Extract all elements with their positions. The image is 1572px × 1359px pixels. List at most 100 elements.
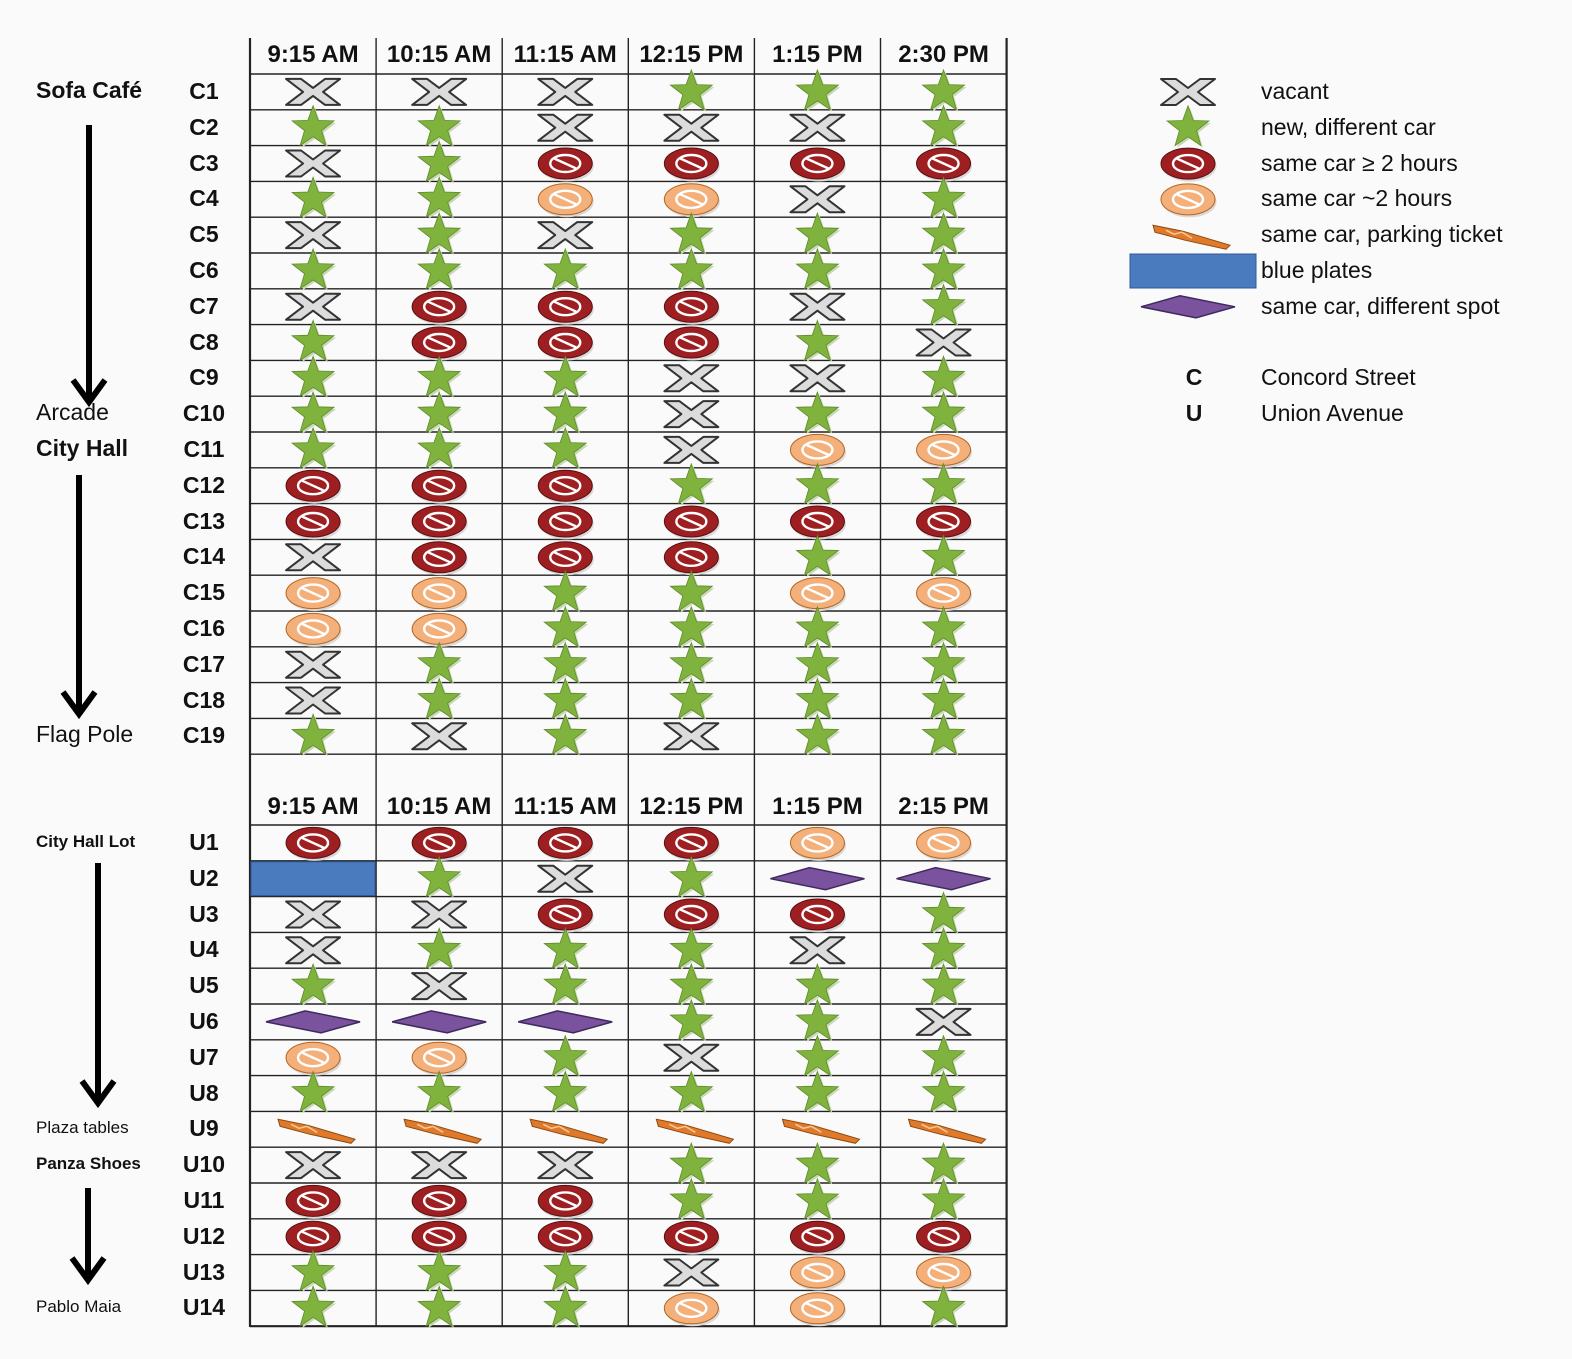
direction-arrow bbox=[79, 863, 117, 1109]
legend-vacant-mark bbox=[1160, 78, 1216, 106]
orange-mark bbox=[916, 433, 973, 468]
star-mark bbox=[921, 891, 967, 935]
row-label: U6 bbox=[189, 1007, 219, 1034]
red-mark bbox=[537, 469, 594, 504]
row-label: U5 bbox=[189, 972, 219, 999]
location-label: Plaza tables bbox=[36, 1118, 129, 1138]
star-mark bbox=[795, 713, 841, 757]
orange-mark bbox=[411, 577, 468, 612]
legend-key-label: Concord Street bbox=[1261, 364, 1416, 390]
diamond-mark bbox=[391, 1010, 487, 1034]
column-header: 11:15 AM bbox=[513, 793, 617, 820]
legend-blue-swatch bbox=[1129, 253, 1257, 289]
star-mark bbox=[417, 1285, 463, 1329]
legend-orange-mark bbox=[1160, 183, 1217, 218]
star-mark bbox=[921, 677, 967, 721]
star-mark bbox=[795, 1177, 841, 1221]
row-label: U4 bbox=[189, 936, 219, 963]
red-mark bbox=[663, 147, 720, 182]
row-label: C1 bbox=[189, 77, 219, 104]
star-mark bbox=[795, 962, 841, 1006]
star-mark bbox=[921, 1285, 967, 1329]
star-mark bbox=[921, 104, 967, 148]
star-mark bbox=[921, 390, 967, 434]
star-mark bbox=[795, 462, 841, 506]
red-mark bbox=[916, 1220, 973, 1255]
row-label: C13 bbox=[182, 507, 226, 534]
ticket-mark bbox=[781, 1118, 861, 1144]
red-mark bbox=[285, 469, 342, 504]
red-mark bbox=[411, 1184, 468, 1219]
vacant-mark bbox=[285, 650, 342, 679]
star-mark bbox=[795, 68, 841, 112]
star-mark bbox=[921, 605, 967, 649]
star-mark bbox=[290, 176, 336, 220]
star-mark bbox=[417, 641, 463, 685]
vacant-mark bbox=[789, 364, 846, 393]
ticket-mark bbox=[655, 1118, 735, 1144]
star-mark bbox=[290, 247, 336, 291]
orange-mark bbox=[789, 1292, 846, 1327]
star-mark bbox=[543, 641, 589, 685]
orange-mark bbox=[789, 826, 846, 861]
red-mark bbox=[537, 326, 594, 361]
star-mark bbox=[290, 104, 336, 148]
diamond-mark bbox=[265, 1010, 361, 1034]
row-label: C4 bbox=[189, 185, 219, 212]
vacant-mark bbox=[663, 435, 720, 464]
vacant-mark bbox=[789, 292, 846, 321]
vacant-mark bbox=[285, 686, 342, 715]
legend-label: same car, different spot bbox=[1261, 292, 1500, 319]
red-mark bbox=[537, 1184, 594, 1219]
star-mark bbox=[669, 211, 715, 255]
vacant-mark bbox=[663, 1043, 720, 1072]
red-mark bbox=[537, 541, 594, 576]
star-mark bbox=[417, 1070, 463, 1114]
legend-ticket-mark bbox=[1152, 224, 1231, 250]
row-label: C12 bbox=[182, 471, 226, 498]
red-mark bbox=[537, 290, 594, 325]
vacant-mark bbox=[537, 1151, 594, 1180]
star-mark bbox=[669, 855, 715, 899]
star-mark bbox=[921, 927, 967, 971]
red-mark bbox=[663, 826, 720, 861]
star-mark bbox=[669, 1070, 715, 1114]
star-mark bbox=[669, 605, 715, 649]
row-label: C2 bbox=[189, 113, 219, 140]
star-mark bbox=[417, 426, 463, 470]
row-label: U10 bbox=[182, 1151, 226, 1178]
star-mark bbox=[921, 176, 967, 220]
legend-star-mark bbox=[1165, 104, 1211, 148]
red-mark bbox=[789, 147, 846, 182]
orange-mark bbox=[916, 577, 973, 612]
star-mark bbox=[417, 855, 463, 899]
star-mark bbox=[543, 390, 589, 434]
star-mark bbox=[290, 355, 336, 399]
red-mark bbox=[537, 826, 594, 861]
star-mark bbox=[290, 426, 336, 470]
orange-mark bbox=[411, 612, 468, 647]
star-mark bbox=[543, 426, 589, 470]
star-mark bbox=[417, 104, 463, 148]
vacant-mark bbox=[537, 113, 594, 142]
column-header: 9:15 AM bbox=[267, 41, 359, 68]
row-label: C6 bbox=[189, 256, 219, 283]
row-label: C14 bbox=[182, 543, 226, 570]
legend-label: new, different car bbox=[1261, 113, 1436, 140]
red-mark bbox=[285, 1220, 342, 1255]
star-mark bbox=[290, 390, 336, 434]
legend-label: same car ~2 hours bbox=[1261, 185, 1453, 212]
star-mark bbox=[543, 569, 589, 613]
column-header: 1:15 PM bbox=[772, 793, 863, 820]
star-mark bbox=[795, 1070, 841, 1114]
red-mark bbox=[663, 505, 720, 540]
vacant-mark bbox=[915, 328, 972, 357]
star-mark bbox=[543, 713, 589, 757]
row-label: C3 bbox=[189, 149, 219, 176]
row-label: U13 bbox=[182, 1258, 226, 1285]
red-mark bbox=[411, 541, 468, 576]
vacant-mark bbox=[537, 77, 594, 106]
red-mark bbox=[789, 1220, 846, 1255]
star-mark bbox=[795, 211, 841, 255]
